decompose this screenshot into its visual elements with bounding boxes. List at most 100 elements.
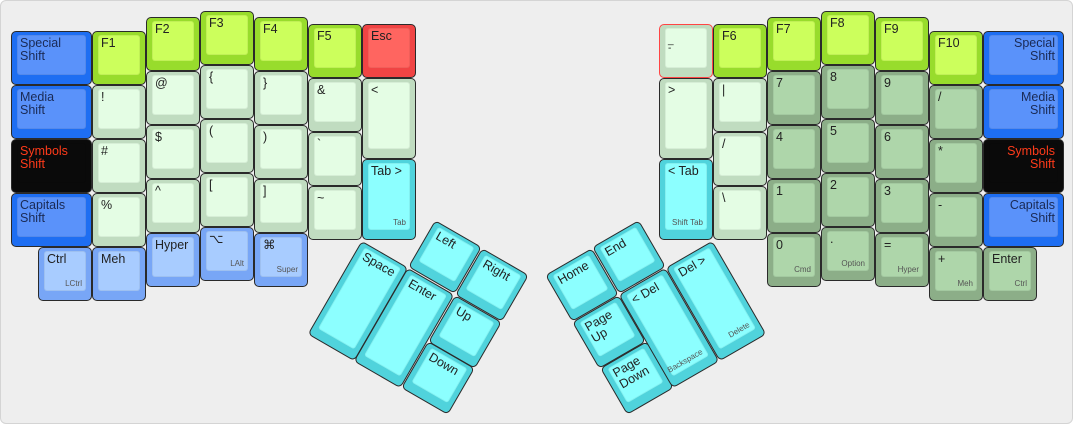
key-symbol[interactable]: \ (713, 186, 767, 240)
key-f2[interactable]: F2 (146, 17, 200, 71)
key-7[interactable]: 7 (767, 71, 821, 125)
key-label: 5 (830, 124, 837, 138)
key-tab[interactable]: Tab > Tab (362, 159, 416, 240)
key-esc[interactable]: Esc (362, 24, 416, 78)
key-symbol[interactable]: $ (146, 125, 200, 179)
key-label: . (830, 232, 834, 246)
key-label: Capitals Shift (1009, 198, 1055, 225)
key-1[interactable]: 1 (767, 179, 821, 233)
key-tab[interactable]: < Tab Shift Tab (659, 159, 713, 240)
key-f7[interactable]: F7 (767, 17, 821, 71)
key-symbol[interactable]: * (929, 139, 983, 193)
key-ctrl[interactable]: Ctrl LCtrl (38, 247, 92, 301)
key-symbol[interactable]: < (362, 78, 416, 159)
key-symbol[interactable]: . Option (821, 227, 875, 281)
key-symbol[interactable]: _ - (659, 24, 713, 78)
key-symbol[interactable]: & (308, 78, 362, 132)
key-media-shift[interactable]: Media Shift (11, 85, 92, 139)
key-f3[interactable]: F3 (200, 11, 254, 65)
key-label: F10 (938, 36, 960, 50)
key-label: F5 (317, 29, 332, 43)
key-enter[interactable]: Enter Ctrl (983, 247, 1037, 301)
key-capitals-shift[interactable]: Capitals Shift (11, 193, 92, 247)
key-symbol[interactable]: ~ (308, 186, 362, 240)
key-symbol[interactable]: > (659, 78, 713, 159)
key-cap-face (881, 237, 923, 277)
key-label: Special Shift (20, 36, 61, 63)
key-symbol[interactable]: ^ (146, 179, 200, 233)
key-cap-face (935, 143, 977, 183)
key-label: > (668, 83, 676, 97)
key-symbol[interactable]: ⌘ Super (254, 233, 308, 287)
key-sublabel: Shift Tab (672, 218, 703, 227)
key-symbol[interactable]: ( (200, 119, 254, 173)
key-3[interactable]: 3 (875, 179, 929, 233)
key-cap-face (935, 197, 977, 237)
key-symbol[interactable]: } (254, 71, 308, 125)
key-symbols-shift[interactable]: Symbols Shift (983, 139, 1064, 193)
key-label: ! (101, 90, 105, 104)
key-label: 7 (776, 76, 783, 90)
key-symbol[interactable]: ! (92, 85, 146, 139)
key-symbol[interactable]: / (713, 132, 767, 186)
key-f10[interactable]: F10 (929, 31, 983, 85)
key-symbol[interactable]: # (92, 139, 146, 193)
key-symbol[interactable]: - (929, 193, 983, 247)
key-sublabel: Ctrl (1014, 279, 1027, 288)
key-cap-face (98, 35, 140, 75)
key-label: F6 (722, 29, 737, 43)
key-cap-face (206, 15, 248, 55)
key-symbol[interactable]: ⌥ LAlt (200, 227, 254, 281)
key-symbol[interactable]: = Hyper (875, 233, 929, 287)
key-symbol[interactable]: | (713, 78, 767, 132)
key-f6[interactable]: F6 (713, 24, 767, 78)
key-label: = (884, 238, 892, 252)
key-label: @ (155, 76, 168, 90)
key-cap-face (773, 129, 815, 169)
key-symbol[interactable]: % (92, 193, 146, 247)
key-sublabel: LCtrl (65, 279, 82, 288)
key-8[interactable]: 8 (821, 65, 875, 119)
key-special-shift[interactable]: Special Shift (11, 31, 92, 85)
key-f4[interactable]: F4 (254, 17, 308, 71)
key-9[interactable]: 9 (875, 71, 929, 125)
key-symbol[interactable]: ] (254, 179, 308, 233)
key-f9[interactable]: F9 (875, 17, 929, 71)
key-sublabel: Hyper (897, 265, 919, 274)
key-4[interactable]: 4 (767, 125, 821, 179)
key-meh[interactable]: Meh (92, 247, 146, 301)
key-symbol[interactable]: ` (308, 132, 362, 186)
key-label: Ctrl (47, 252, 67, 266)
key-0[interactable]: 0 Cmd (767, 233, 821, 287)
key-symbol[interactable]: @ (146, 71, 200, 125)
key-capitals-shift[interactable]: Capitals Shift (983, 193, 1064, 247)
key-cap-face (881, 75, 923, 115)
key-symbol[interactable]: [ (200, 173, 254, 227)
key-hyper[interactable]: Hyper (146, 233, 200, 287)
key-cap-face (665, 163, 707, 230)
key-media-shift[interactable]: Media Shift (983, 85, 1064, 139)
key-symbol[interactable]: + Meh (929, 247, 983, 301)
key-2[interactable]: 2 (821, 173, 875, 227)
key-label: 4 (776, 130, 783, 144)
key-label: 9 (884, 76, 891, 90)
key-label: F8 (830, 16, 845, 30)
key-symbol[interactable]: { (200, 65, 254, 119)
key-cap-face (989, 197, 1058, 237)
key-f1[interactable]: F1 (92, 31, 146, 85)
key-label: F7 (776, 22, 791, 36)
key-f5[interactable]: F5 (308, 24, 362, 78)
key-label: F1 (101, 36, 116, 50)
key-cap-face (98, 251, 140, 291)
key-f8[interactable]: F8 (821, 11, 875, 65)
key-cap-face (368, 28, 410, 68)
key-label: ~ (317, 191, 325, 205)
key-special-shift[interactable]: Special Shift (983, 31, 1064, 85)
key-label: $ (155, 130, 162, 144)
key-5[interactable]: 5 (821, 119, 875, 173)
key-6[interactable]: 6 (875, 125, 929, 179)
key-cap-face (719, 136, 761, 176)
key-symbol[interactable]: / (929, 85, 983, 139)
key-symbols-shift[interactable]: Symbols Shift (11, 139, 92, 193)
key-symbol[interactable]: ) (254, 125, 308, 179)
